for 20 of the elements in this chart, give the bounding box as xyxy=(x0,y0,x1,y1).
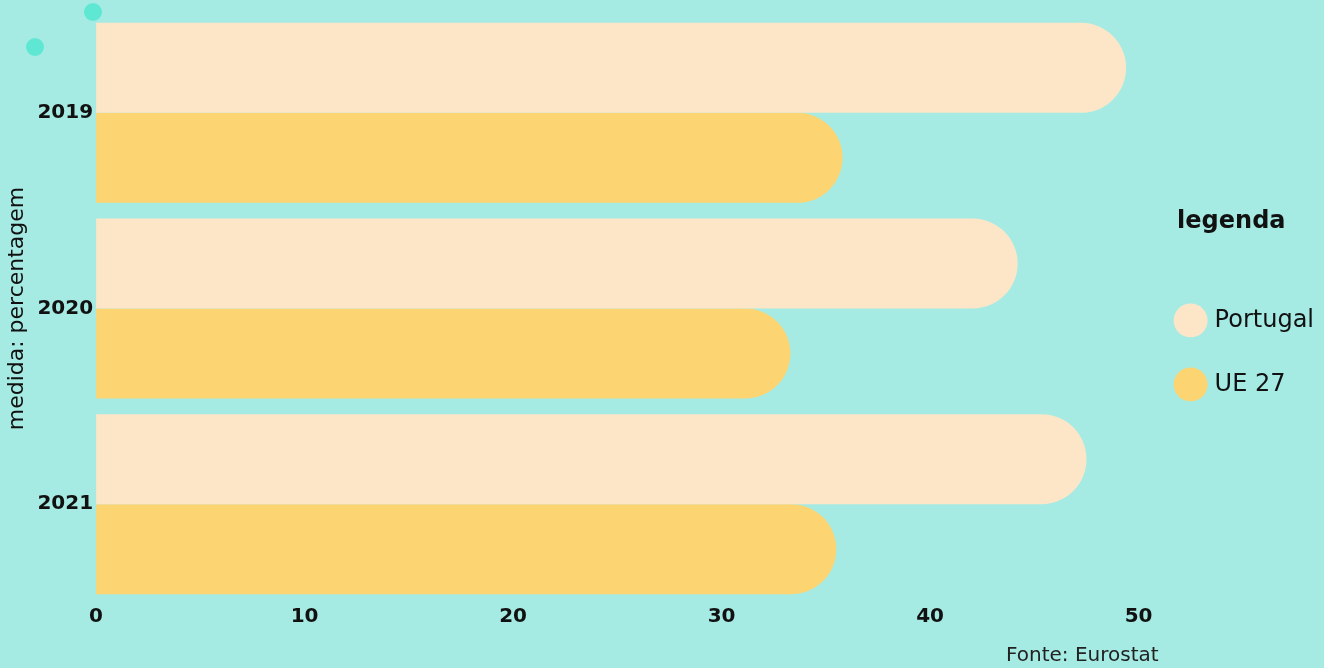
x-tick-label: 50 xyxy=(1124,603,1153,628)
x-tick-label: 10 xyxy=(290,603,319,628)
y-tick-label: 2019 xyxy=(37,99,94,124)
y-axis-title: medida: percentagem xyxy=(2,186,28,431)
x-tick-label: 20 xyxy=(499,603,527,628)
bar xyxy=(96,504,837,595)
legend-label: Portugal xyxy=(1214,304,1315,333)
legend-label: UE 27 xyxy=(1214,368,1286,397)
x-tick-label: 0 xyxy=(89,603,104,628)
y-tick-label: 2021 xyxy=(37,490,94,515)
y-tick-label: 2020 xyxy=(37,294,94,319)
bar xyxy=(96,22,1127,113)
legend-title: legenda xyxy=(1177,205,1286,234)
bar xyxy=(96,414,1087,505)
bar xyxy=(96,308,791,399)
bar xyxy=(96,218,1018,309)
x-tick-label: 30 xyxy=(707,603,736,628)
x-tick-label: 40 xyxy=(916,603,945,628)
bar xyxy=(96,112,843,203)
source-note: Fonte: Eurostat xyxy=(1005,642,1159,667)
